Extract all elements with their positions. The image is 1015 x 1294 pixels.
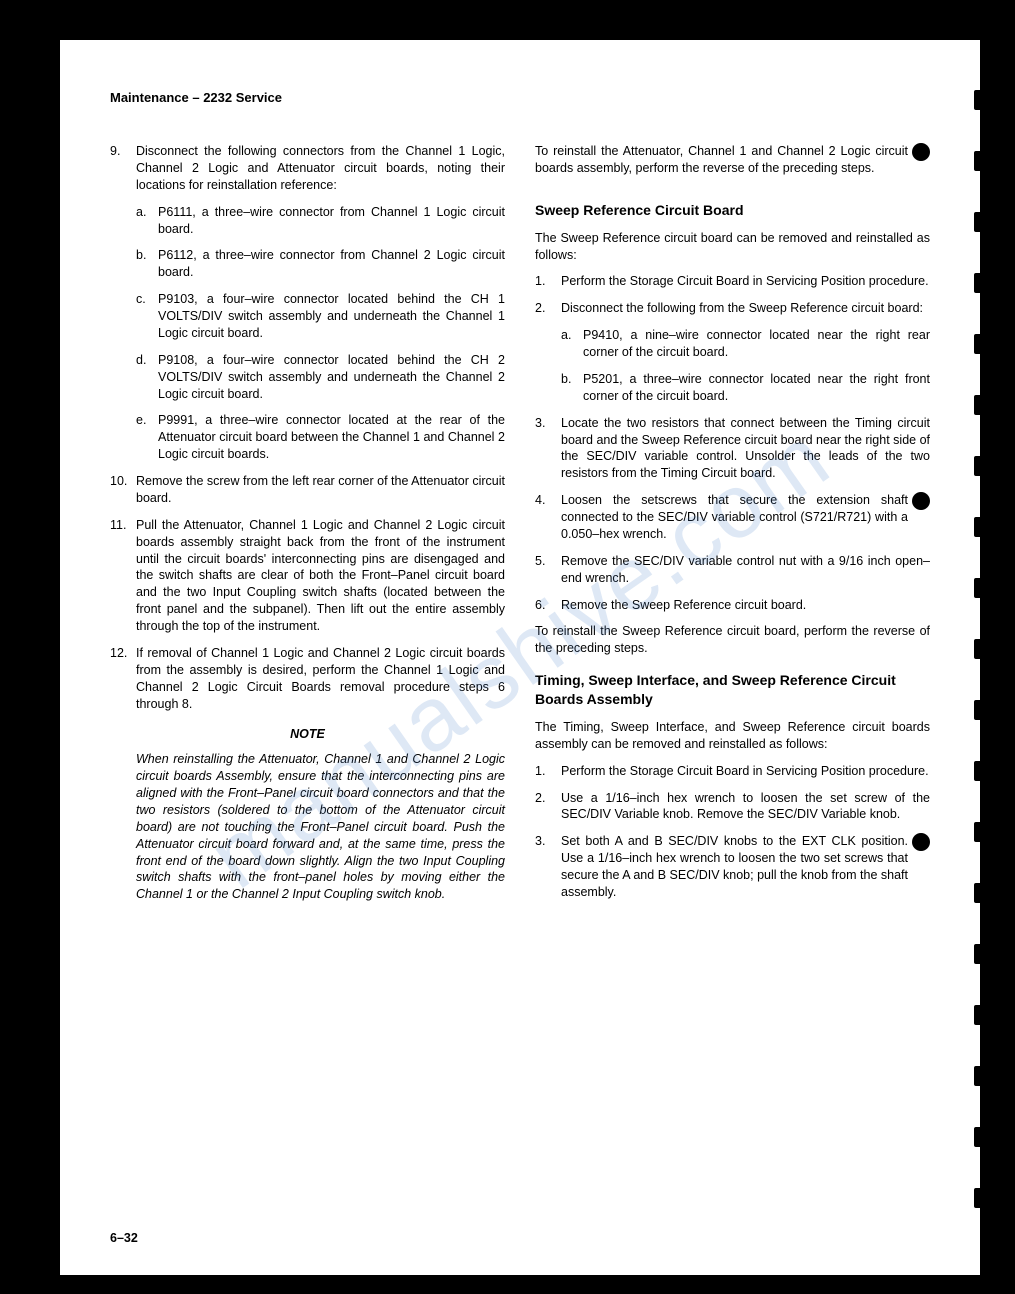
paragraph: The Timing, Sweep Interface, and Sweep R… [535,719,930,753]
step-number: 3. [535,415,561,483]
punch-dot-icon [912,833,930,851]
step-9a: a. P6111, a three–wire connector from Ch… [136,204,505,238]
step-number: 2. [535,790,561,824]
substep-letter: a. [136,204,158,238]
step-text: Remove the SEC/DIV variable control nut … [561,553,930,587]
hole-icon [974,212,988,232]
step-text: Loosen the setscrews that secure the ext… [561,492,908,543]
timing-step-2: 2. Use a 1/16–inch hex wrench to loosen … [535,790,930,824]
hole-icon [974,1005,988,1025]
page-header: Maintenance – 2232 Service [110,90,930,105]
substep-letter: a. [561,327,583,361]
step-12: 12. If removal of Channel 1 Logic and Ch… [110,645,505,713]
substep-text: P6112, a three–wire connector from Chann… [158,247,505,281]
hole-icon [974,395,988,415]
step-text: Set both A and B SEC/DIV knobs to the EX… [561,833,908,901]
step-9d: d. P9108, a four–wire connector located … [136,352,505,403]
step-text: Remove the screw from the left rear corn… [136,473,505,507]
step-number: 2. [535,300,561,317]
hole-icon [974,700,988,720]
paragraph: To reinstall the Attenuator, Channel 1 a… [535,143,908,177]
paragraph: The Sweep Reference circuit board can be… [535,230,930,264]
substep-letter: e. [136,412,158,463]
right-column: To reinstall the Attenuator, Channel 1 a… [535,143,930,913]
substep-text: P5201, a three–wire connector located ne… [583,371,930,405]
step-9e: e. P9991, a three–wire connector located… [136,412,505,463]
step-text: Use a 1/16–inch hex wrench to loosen the… [561,790,930,824]
step-9b: b. P6112, a three–wire connector from Ch… [136,247,505,281]
hole-icon [974,334,988,354]
hole-icon [974,90,988,110]
hole-icon [974,822,988,842]
sweep-step-3: 3. Locate the two resistors that connect… [535,415,930,483]
sweep-step-2b: b. P5201, a three–wire connector located… [561,371,930,405]
step-number: 9. [110,143,136,194]
left-column: 9. Disconnect the following connectors f… [110,143,505,913]
step-number: 5. [535,553,561,587]
document-page: manualshive.com Maintenance – 2232 Servi… [60,40,980,1275]
hole-icon [974,578,988,598]
hole-icon [974,151,988,171]
substep-text: P6111, a three–wire connector from Chann… [158,204,505,238]
punch-dot-icon [912,143,930,161]
note-body: When reinstalling the Attenuator, Channe… [136,751,505,903]
substep-text: P9108, a four–wire connector located beh… [158,352,505,403]
sweep-step-1: 1. Perform the Storage Circuit Board in … [535,273,930,290]
note-heading: NOTE [110,726,505,743]
reinstall-para: To reinstall the Attenuator, Channel 1 a… [535,143,930,187]
two-column-layout: 9. Disconnect the following connectors f… [110,143,930,913]
hole-icon [974,883,988,903]
page-number: 6–32 [110,1231,138,1245]
hole-icon [974,1188,988,1208]
step-9c: c. P9103, a four–wire connector located … [136,291,505,342]
step-11: 11. Pull the Attenuator, Channel 1 Logic… [110,517,505,635]
hole-icon [974,944,988,964]
substep-letter: b. [561,371,583,405]
step-text: Locate the two resistors that connect be… [561,415,930,483]
sweep-step-4: 4. Loosen the setscrews that secure the … [535,492,930,543]
step-text: If removal of Channel 1 Logic and Channe… [136,645,505,713]
step-text: Disconnect the following connectors from… [136,143,505,194]
section-heading-sweep-ref: Sweep Reference Circuit Board [535,201,930,220]
paragraph: To reinstall the Sweep Reference circuit… [535,623,930,657]
hole-icon [974,517,988,537]
step-text: Perform the Storage Circuit Board in Ser… [561,763,930,780]
substep-letter: c. [136,291,158,342]
sweep-step-5: 5. Remove the SEC/DIV variable control n… [535,553,930,587]
step-number: 11. [110,517,136,635]
hole-icon [974,1127,988,1147]
step-text: Pull the Attenuator, Channel 1 Logic and… [136,517,505,635]
timing-step-3: 3. Set both A and B SEC/DIV knobs to the… [535,833,930,901]
step-number: 3. [535,833,561,850]
step-text: Remove the Sweep Reference circuit board… [561,597,930,614]
step-number: 4. [535,492,561,509]
hole-icon [974,761,988,781]
step-10: 10. Remove the screw from the left rear … [110,473,505,507]
binder-holes [974,90,988,1208]
substep-text: P9410, a nine–wire connector located nea… [583,327,930,361]
step-number: 1. [535,763,561,780]
step-text: Perform the Storage Circuit Board in Ser… [561,273,930,290]
substep-letter: b. [136,247,158,281]
step-number: 10. [110,473,136,507]
sweep-step-2a: a. P9410, a nine–wire connector located … [561,327,930,361]
hole-icon [974,273,988,293]
step-number: 6. [535,597,561,614]
substep-letter: d. [136,352,158,403]
timing-step-1: 1. Perform the Storage Circuit Board in … [535,763,930,780]
step-9: 9. Disconnect the following connectors f… [110,143,505,194]
sweep-step-2: 2. Disconnect the following from the Swe… [535,300,930,317]
hole-icon [974,456,988,476]
step-number: 12. [110,645,136,713]
hole-icon [974,639,988,659]
hole-icon [974,1066,988,1086]
section-heading-timing: Timing, Sweep Interface, and Sweep Refer… [535,671,930,709]
punch-dot-icon [912,492,930,510]
step-number: 1. [535,273,561,290]
step-text: Disconnect the following from the Sweep … [561,300,930,317]
substep-text: P9103, a four–wire connector located beh… [158,291,505,342]
substep-text: P9991, a three–wire connector located at… [158,412,505,463]
sweep-step-6: 6. Remove the Sweep Reference circuit bo… [535,597,930,614]
